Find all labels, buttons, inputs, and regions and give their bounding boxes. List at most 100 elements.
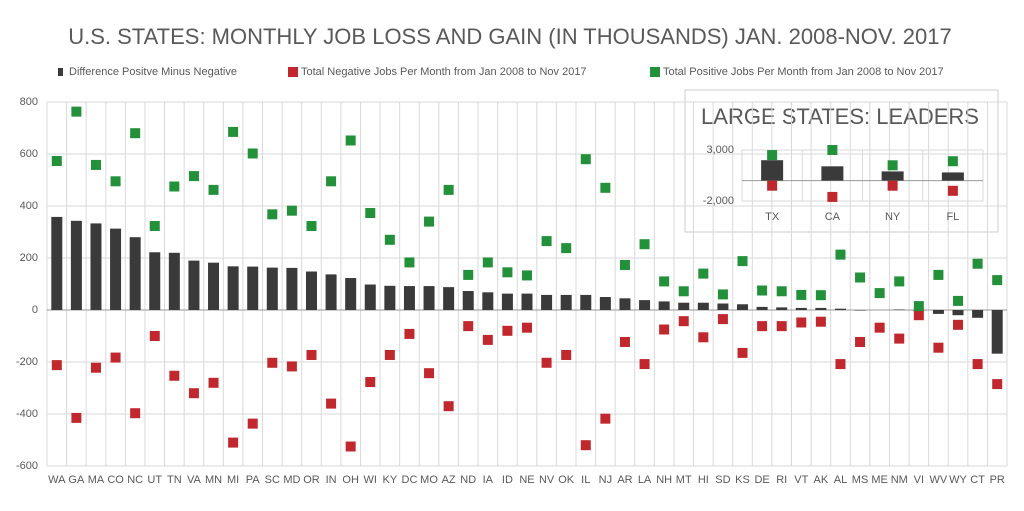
marker [874, 322, 885, 333]
x-tick-label: OK [558, 474, 575, 486]
x-tick-label: LA [638, 474, 652, 486]
bar [345, 278, 357, 310]
marker [827, 145, 838, 155]
x-tick-label: TN [167, 474, 182, 486]
marker [286, 361, 297, 372]
bar [521, 293, 533, 310]
x-tick-label: WY [949, 474, 967, 486]
x-tick-label: MS [852, 474, 869, 486]
marker [698, 268, 709, 279]
marker [947, 156, 958, 167]
marker [51, 156, 62, 167]
marker [776, 321, 787, 332]
marker [228, 437, 239, 448]
marker [188, 171, 199, 182]
x-tick-label: ME [871, 474, 888, 486]
y-tick-label: 600 [20, 148, 38, 160]
x-tick-label: AZ [442, 474, 456, 486]
bar [423, 286, 435, 310]
x-tick-label: OH [342, 474, 359, 486]
bar [208, 262, 220, 310]
x-tick-label: FL [946, 211, 959, 223]
bar [168, 252, 180, 310]
marker [698, 332, 709, 343]
x-tick-label: PR [990, 474, 1005, 486]
marker [737, 256, 748, 267]
x-tick-label: AL [834, 474, 847, 486]
x-tick-label: GA [68, 474, 85, 486]
marker [855, 272, 866, 283]
marker [580, 154, 591, 165]
bar [70, 220, 82, 310]
marker [913, 301, 924, 312]
bar [737, 304, 749, 310]
x-tick-label: PA [246, 474, 261, 486]
marker [463, 269, 474, 280]
marker [365, 377, 376, 388]
y-tick-label: -2,000 [703, 195, 734, 207]
marker [424, 216, 435, 227]
x-tick-label: NV [539, 474, 555, 486]
y-tick-label: 200 [20, 252, 38, 264]
marker [306, 349, 317, 360]
x-tick-label: DC [402, 474, 418, 486]
marker [541, 236, 552, 247]
marker [619, 260, 630, 271]
bar [325, 274, 337, 310]
x-tick-label: DE [754, 474, 769, 486]
legend-label: Total Positive Jobs Per Month from Jan 2… [663, 66, 944, 78]
y-tick-label: -200 [16, 356, 38, 368]
marker [659, 276, 670, 287]
marker [887, 180, 898, 191]
legend-swatch [58, 68, 63, 76]
bar [560, 294, 572, 310]
marker [267, 209, 278, 220]
x-tick-label: SD [715, 474, 730, 486]
marker [894, 276, 905, 287]
x-tick-label: CA [825, 211, 841, 223]
bar [247, 266, 259, 310]
bar [227, 266, 239, 310]
marker [953, 295, 964, 306]
marker [110, 352, 121, 363]
bar [482, 292, 494, 310]
bar [384, 285, 396, 310]
marker [972, 258, 983, 269]
bar [305, 271, 317, 310]
legend-swatch [288, 67, 298, 77]
x-tick-label: IN [326, 474, 337, 486]
marker [757, 285, 768, 296]
bar [129, 237, 141, 310]
bar [286, 267, 298, 310]
bar [776, 307, 788, 310]
legend-label: Difference Positve Minus Negative [69, 66, 237, 78]
marker [463, 321, 474, 332]
x-tick-label: ID [502, 474, 513, 486]
marker [306, 221, 317, 232]
marker [169, 181, 180, 192]
marker [717, 314, 728, 325]
bar [619, 298, 631, 310]
bar [110, 228, 122, 310]
marker [600, 182, 611, 193]
marker [247, 148, 258, 159]
marker [208, 377, 219, 388]
marker [326, 398, 337, 409]
x-tick-label: ND [460, 474, 476, 486]
inset-title: LARGE STATES: LEADERS [701, 104, 979, 129]
y-tick-label: -600 [16, 460, 38, 472]
marker [502, 267, 513, 278]
marker [835, 359, 846, 370]
marker [71, 106, 82, 117]
marker [767, 180, 778, 191]
bar [893, 309, 905, 310]
bar [462, 291, 474, 310]
x-tick-label: AK [814, 474, 829, 486]
bar [501, 293, 513, 310]
bar [403, 286, 415, 310]
marker [443, 401, 454, 412]
marker [424, 368, 435, 379]
bar [881, 171, 904, 181]
x-tick-label: MI [227, 474, 239, 486]
marker [767, 150, 778, 161]
